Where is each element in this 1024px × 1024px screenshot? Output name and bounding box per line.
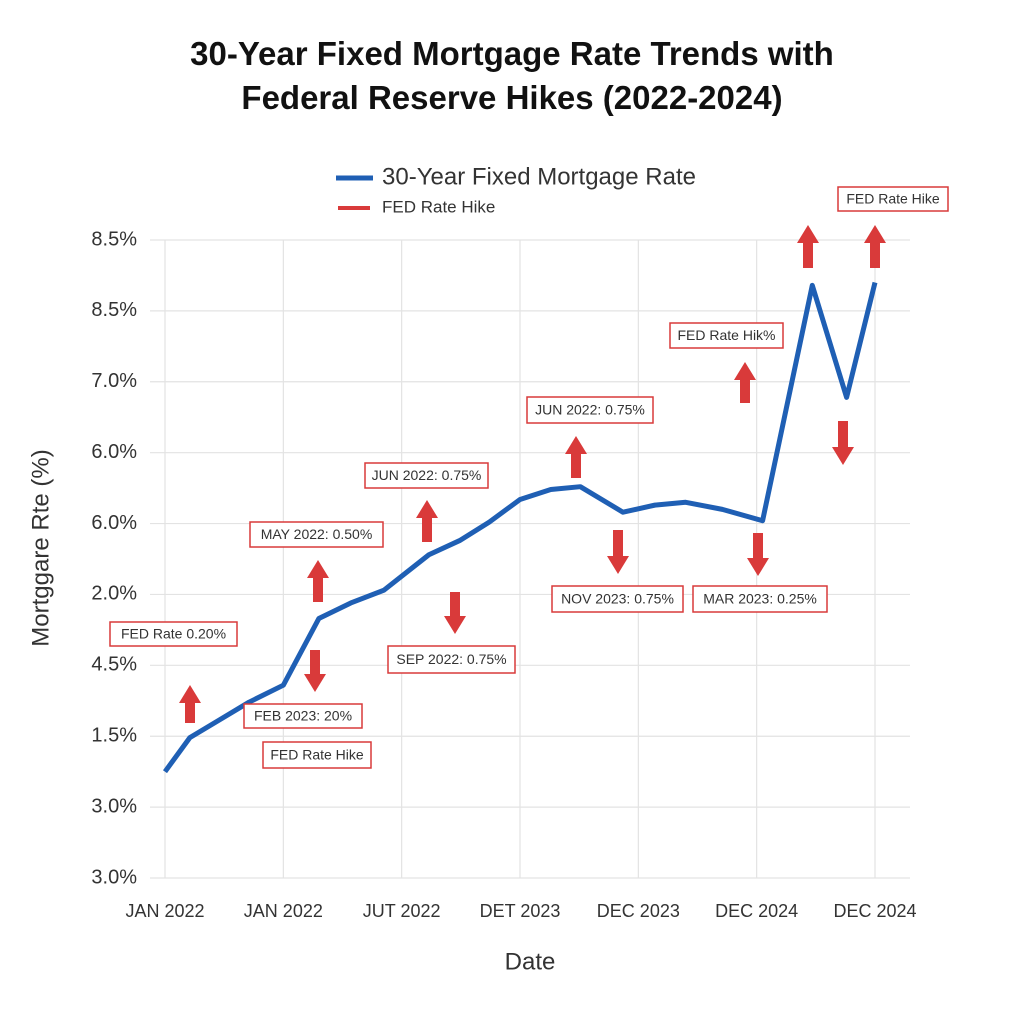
x-tick-label: JUT 2022 [363, 901, 441, 921]
x-tick-label: DET 2023 [480, 901, 561, 921]
hike-arrow [832, 421, 854, 465]
x-tick-label: DEC 2024 [715, 901, 798, 921]
x-tick-label: DEC 2024 [833, 901, 916, 921]
chart-title: 30-Year Fixed Mortgage Rate Trends with … [190, 35, 834, 116]
x-tick-label: JAN 2022 [125, 901, 204, 921]
annotation-box [692, 585, 828, 613]
annotation: FED Rate Hike [846, 191, 940, 207]
hike-arrow [444, 592, 466, 634]
hike-arrow [864, 225, 886, 268]
y-tick-label: 1.5% [91, 725, 137, 747]
hike-arrow [797, 225, 819, 268]
y-tick-label: 6.0% [91, 512, 137, 534]
hike-arrow [607, 530, 629, 574]
annotation-box [109, 621, 238, 647]
hike-arrow [734, 362, 756, 403]
annotation: MAR 2023: 0.25% [703, 591, 817, 607]
legend-label: 30-Year Fixed Mortgage Rate [382, 163, 696, 190]
hike-arrow [307, 560, 329, 602]
x-axis-label: Date [505, 948, 556, 975]
y-tick-label: 2.0% [91, 583, 137, 605]
annotation: JUN 2022: 0.75% [372, 467, 482, 483]
annotation-box [249, 521, 384, 548]
data-line [162, 281, 878, 774]
legend-label: FED Rate Hike [382, 197, 495, 216]
annotation: FED Rate Hik% [677, 327, 775, 343]
annotation: FEB 2023: 20% [254, 708, 352, 724]
y-tick-label: 3.0% [91, 795, 137, 817]
hike-arrow [747, 533, 769, 576]
annotation: SEP 2022: 0.75% [396, 651, 506, 667]
annotation: JUN 2022: 0.75% [535, 402, 645, 418]
annotation: NOV 2023: 0.75% [561, 591, 674, 607]
hike-arrow [416, 500, 438, 542]
y-tick-label: 3.0% [91, 866, 137, 888]
annotation-box [364, 462, 489, 489]
y-tick-label: 4.5% [91, 654, 137, 676]
annotation-box [837, 186, 949, 212]
hike-arrow [179, 685, 201, 723]
y-tick-label: 7.0% [91, 370, 137, 392]
y-tick-label: 8.5% [91, 228, 137, 250]
y-axis-label: Mortggare Rte (%) [27, 449, 54, 646]
annotation-box [669, 322, 784, 349]
annotation: FED Rate 0.20% [121, 626, 226, 642]
annotation-box [243, 703, 363, 729]
annotation-box [262, 741, 372, 769]
annotation-box [387, 645, 516, 674]
annotation: FED Rate Hike [270, 747, 364, 763]
x-tick-label: JAN 2022 [244, 901, 323, 921]
y-tick-label: 6.0% [91, 441, 137, 463]
hike-arrow [565, 436, 587, 478]
y-tick-label: 8.5% [91, 299, 137, 321]
hike-arrow [304, 650, 326, 692]
annotation-box [526, 396, 654, 424]
annotation-box [551, 585, 684, 613]
x-tick-label: DEC 2023 [597, 901, 680, 921]
annotation: MAY 2022: 0.50% [261, 526, 373, 542]
